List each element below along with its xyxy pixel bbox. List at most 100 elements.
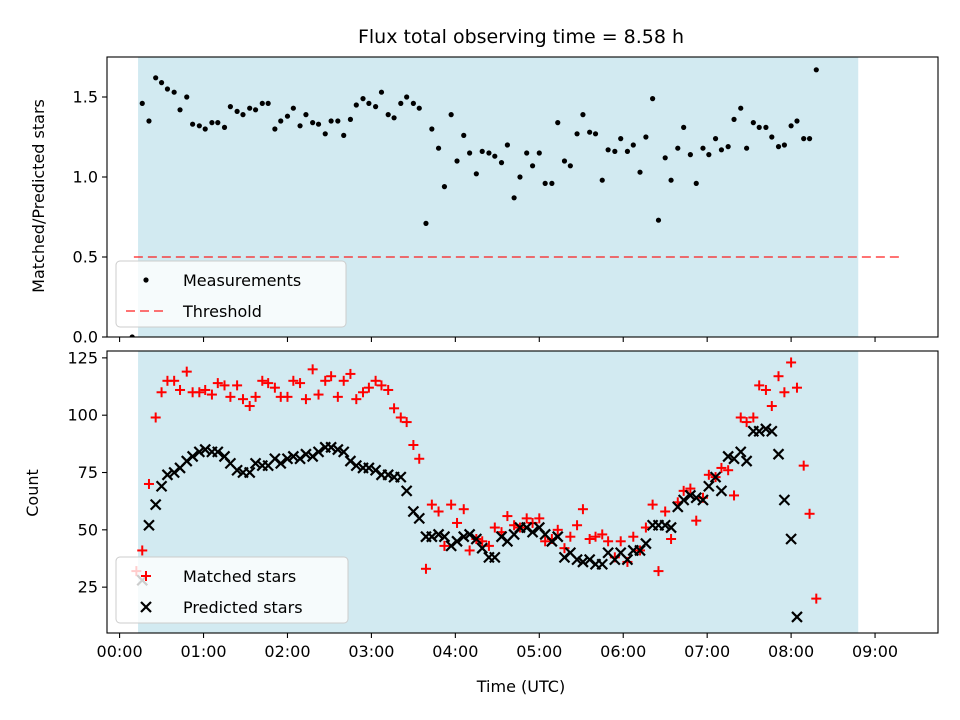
data-point: [146, 118, 152, 124]
data-point: [653, 566, 664, 577]
data-point: [748, 412, 759, 423]
data-point: [287, 450, 300, 463]
data-point: [486, 150, 492, 156]
data-point: [734, 446, 747, 458]
data-point: [129, 334, 135, 337]
data-point: [247, 105, 253, 111]
data-point: [668, 177, 674, 183]
data-point: [244, 401, 255, 412]
data-point: [504, 142, 510, 148]
ratio-legend: Measurements Threshold: [115, 260, 347, 328]
data-point: [526, 526, 539, 538]
data-point: [234, 108, 240, 114]
x-tick-label: 09:00: [852, 642, 898, 661]
data-point: [643, 134, 649, 140]
data-point: [249, 457, 262, 470]
data-point: [401, 417, 412, 428]
data-point: [612, 148, 618, 154]
data-point: [725, 144, 731, 150]
data-point: [489, 551, 501, 564]
data-point: [414, 453, 425, 464]
data-point: [706, 152, 712, 158]
data-point: [232, 380, 243, 391]
y-tick-label: 1.5: [73, 88, 98, 107]
data-point: [662, 155, 668, 161]
data-point: [778, 494, 791, 506]
data-point: [489, 522, 500, 533]
x-tick-label: 02:00: [264, 642, 310, 661]
data-point: [540, 536, 551, 547]
data-point: [458, 504, 469, 515]
data-point: [760, 384, 771, 395]
data-point: [186, 450, 199, 463]
data-point: [798, 460, 809, 471]
data-point: [647, 499, 658, 510]
data-point: [315, 121, 322, 127]
data-point: [161, 469, 174, 481]
legend-box: [115, 260, 347, 328]
count-legend: Matched stars Predicted stars: [115, 556, 349, 624]
count-panel: 25 50 75 100 125 00:00 01:00 02:00 03:00 04:00 05:…: [67, 348, 939, 661]
data-point: [451, 535, 463, 548]
data-point: [492, 153, 498, 159]
data-point: [426, 499, 437, 510]
data-point: [439, 540, 450, 551]
data-point: [358, 387, 369, 398]
data-point: [413, 512, 426, 525]
data-point: [175, 384, 186, 395]
data-point: [498, 160, 505, 166]
data-point: [621, 553, 634, 566]
data-point: [801, 136, 807, 142]
data-point: [735, 412, 746, 423]
y-tick-label: 125: [67, 348, 98, 367]
data-point: [438, 530, 451, 543]
data-point: [637, 169, 643, 175]
y-tick-label: 0.5: [73, 248, 98, 267]
data-point: [773, 371, 784, 382]
data-point: [376, 380, 387, 391]
data-point: [691, 515, 702, 526]
data-point: [716, 462, 727, 473]
x-tick-label: 00:00: [97, 642, 143, 661]
data-point: [194, 387, 205, 398]
data-point: [426, 530, 438, 543]
data-point: [373, 104, 379, 110]
y-tick-label: 100: [67, 406, 98, 425]
data-point: [143, 478, 154, 489]
data-point: [804, 508, 815, 519]
data-point: [303, 112, 309, 118]
data-point: [295, 378, 306, 389]
data-point: [366, 100, 372, 106]
data-point: [310, 120, 316, 126]
data-point: [326, 371, 337, 382]
data-point: [461, 132, 467, 138]
data-point: [454, 158, 460, 164]
data-point: [332, 391, 343, 402]
data-point: [529, 163, 536, 169]
data-point: [446, 499, 457, 510]
data-point: [363, 382, 374, 393]
data-point: [650, 96, 656, 102]
data-point: [700, 145, 706, 151]
series-predicted-stars: [136, 423, 803, 623]
data-point: [297, 123, 303, 129]
data-point: [320, 375, 331, 386]
data-point: [715, 485, 728, 497]
data-point: [791, 611, 803, 623]
data-point: [463, 528, 476, 541]
count-marks: [131, 357, 822, 623]
data-point: [685, 483, 696, 494]
data-point: [660, 506, 671, 517]
data-point: [534, 513, 545, 524]
data-point: [599, 177, 605, 183]
data-point: [300, 394, 311, 405]
data-point: [769, 134, 775, 140]
data-point: [788, 123, 794, 129]
data-point: [171, 89, 177, 95]
data-point: [202, 126, 208, 132]
ratio-marks: [129, 67, 901, 337]
data-point: [383, 384, 394, 395]
data-point: [738, 105, 744, 111]
data-point: [794, 118, 800, 124]
data-point: [395, 412, 406, 423]
